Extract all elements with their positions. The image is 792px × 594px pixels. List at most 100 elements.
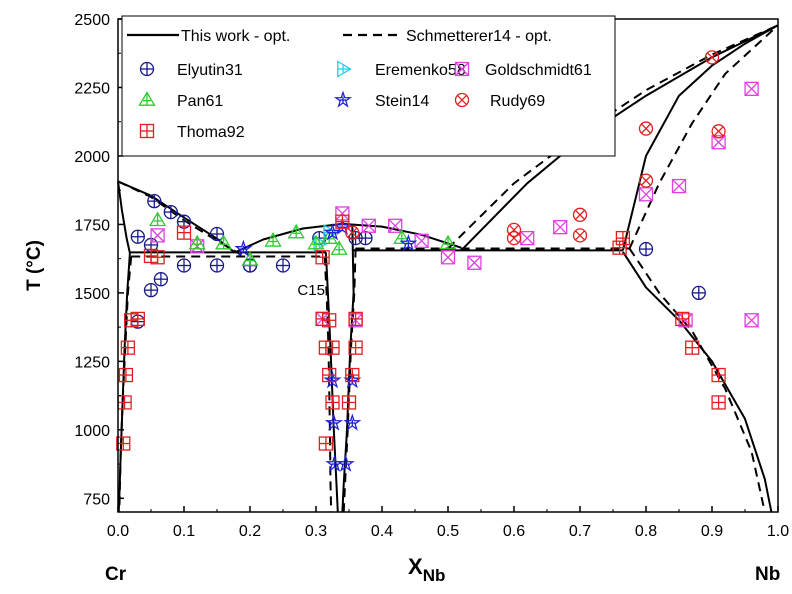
x-tick-label: 0.3 [305, 523, 327, 540]
data-point-thoma92 [318, 340, 334, 355]
marker-stroke [672, 179, 686, 194]
marker-outline [467, 255, 482, 270]
data-point-thoma92 [612, 240, 627, 255]
data-point-thoma92 [315, 250, 330, 265]
legend-marker-thoma92 [139, 123, 155, 139]
data-point-thoma92 [341, 395, 357, 410]
y-tick-label: 1750 [74, 217, 110, 234]
solid-boundary-line [117, 180, 236, 254]
marker-stroke [388, 218, 403, 233]
data-point-pan61 [241, 251, 259, 266]
data-point-thoma92 [118, 367, 134, 383]
marker-outline [454, 61, 470, 77]
data-point-thoma92 [120, 340, 136, 355]
marker-outline [704, 50, 720, 65]
marker-outline [506, 222, 522, 238]
marker-outline [671, 178, 687, 194]
data-point-thoma92 [150, 250, 165, 265]
marker-outline [388, 218, 403, 233]
legend: This work - opt. Schmetterer14 - opt. Elyu… [121, 15, 616, 157]
marker-stroke [456, 94, 468, 106]
data-point-elyutin31 [275, 258, 291, 273]
experimental-data-points [116, 50, 759, 472]
data-point-elyutin31 [176, 258, 192, 273]
marker-stroke [640, 123, 652, 134]
dashed-boundary-line [323, 256, 333, 513]
marker-outline [454, 92, 470, 108]
data-point-elyutin31 [638, 241, 654, 257]
data-point-thoma92 [116, 436, 131, 451]
marker-outline [744, 81, 759, 96]
y-tick-label: 2500 [74, 12, 110, 29]
legend-marker-rudy69 [454, 92, 470, 108]
solid-boundary-line [117, 181, 131, 254]
data-point-goldschmidt61 [744, 81, 759, 96]
data-point-goldschmidt61 [671, 178, 687, 194]
data-point-goldschmidt61 [361, 218, 376, 233]
data-point-elyutin31 [143, 282, 159, 298]
y-tick-label: 1500 [74, 286, 110, 303]
data-point-goldschmidt61 [467, 255, 482, 270]
legend-label-thoma92: Thoma92 [177, 124, 245, 141]
data-point-goldschmidt61 [638, 187, 654, 202]
data-point-thoma92 [615, 230, 631, 246]
marker-stroke [713, 126, 724, 137]
solid-boundary-line [622, 251, 773, 513]
marker-stroke [347, 227, 358, 238]
marker-outline [345, 225, 360, 240]
data-point-thoma92 [318, 436, 334, 451]
data-point-rudy69 [572, 228, 588, 243]
marker-stroke [508, 224, 520, 235]
marker-outline [572, 207, 588, 222]
legend-label-goldschmidt61: Goldschmidt61 [485, 62, 592, 79]
data-point-pan61 [287, 223, 305, 239]
data-point-stein14 [324, 413, 343, 431]
marker-outline [711, 124, 726, 139]
data-point-stein14 [399, 234, 418, 252]
x-tick-label: 0.1 [173, 523, 195, 540]
legend-label-rudy69: Rudy69 [490, 93, 545, 110]
y-tick-label: 1250 [74, 354, 110, 371]
marker-stroke [706, 52, 718, 63]
marker-stroke [520, 231, 535, 246]
data-point-goldschmidt61 [711, 135, 726, 150]
data-point-stein14 [323, 370, 342, 389]
marker-stroke [467, 255, 482, 270]
legend-label-stein14: Stein14 [375, 93, 429, 110]
data-point-thoma92 [176, 225, 192, 240]
marker-outline [711, 135, 726, 150]
data-point-thoma92 [325, 395, 340, 410]
marker-outline [638, 121, 654, 136]
data-point-goldschmidt61 [388, 218, 403, 233]
marker-stroke [414, 233, 429, 248]
legend-label-pan61: Pan61 [177, 93, 223, 110]
data-point-goldschmidt61 [553, 220, 568, 235]
x-tick-label: 0.5 [437, 523, 459, 540]
x-tick-label: 0.6 [503, 523, 525, 540]
legend-marker-pan61 [138, 91, 156, 106]
marker-outline [440, 250, 456, 265]
dashed-boundary-line [628, 247, 766, 513]
dashed-boundary-line [342, 248, 357, 513]
legend-marker-eremenko58 [337, 60, 352, 78]
marker-stroke [574, 230, 586, 241]
x-tick-label: 0.8 [635, 523, 657, 540]
data-point-elyutin31 [358, 230, 373, 246]
x-axis-label-main: X [408, 554, 423, 579]
data-point-thoma92 [348, 311, 363, 327]
data-point-thoma92 [675, 311, 690, 327]
legend-label-schmetterer14: Schmetterer14 - opt. [406, 28, 552, 45]
marker-stroke [150, 228, 165, 243]
legend-marker-stein14 [333, 90, 353, 108]
y-tick-label: 750 [83, 491, 110, 508]
data-point-pan61 [307, 234, 325, 250]
legend-marker-elyutin31 [139, 61, 155, 77]
marker-stroke [553, 220, 568, 235]
data-point-elyutin31 [691, 285, 706, 301]
x-axis-label: XNb [408, 554, 445, 585]
marker-stroke [455, 62, 469, 76]
solid-boundary-line [324, 252, 339, 513]
dashed-boundary-line [628, 24, 779, 249]
